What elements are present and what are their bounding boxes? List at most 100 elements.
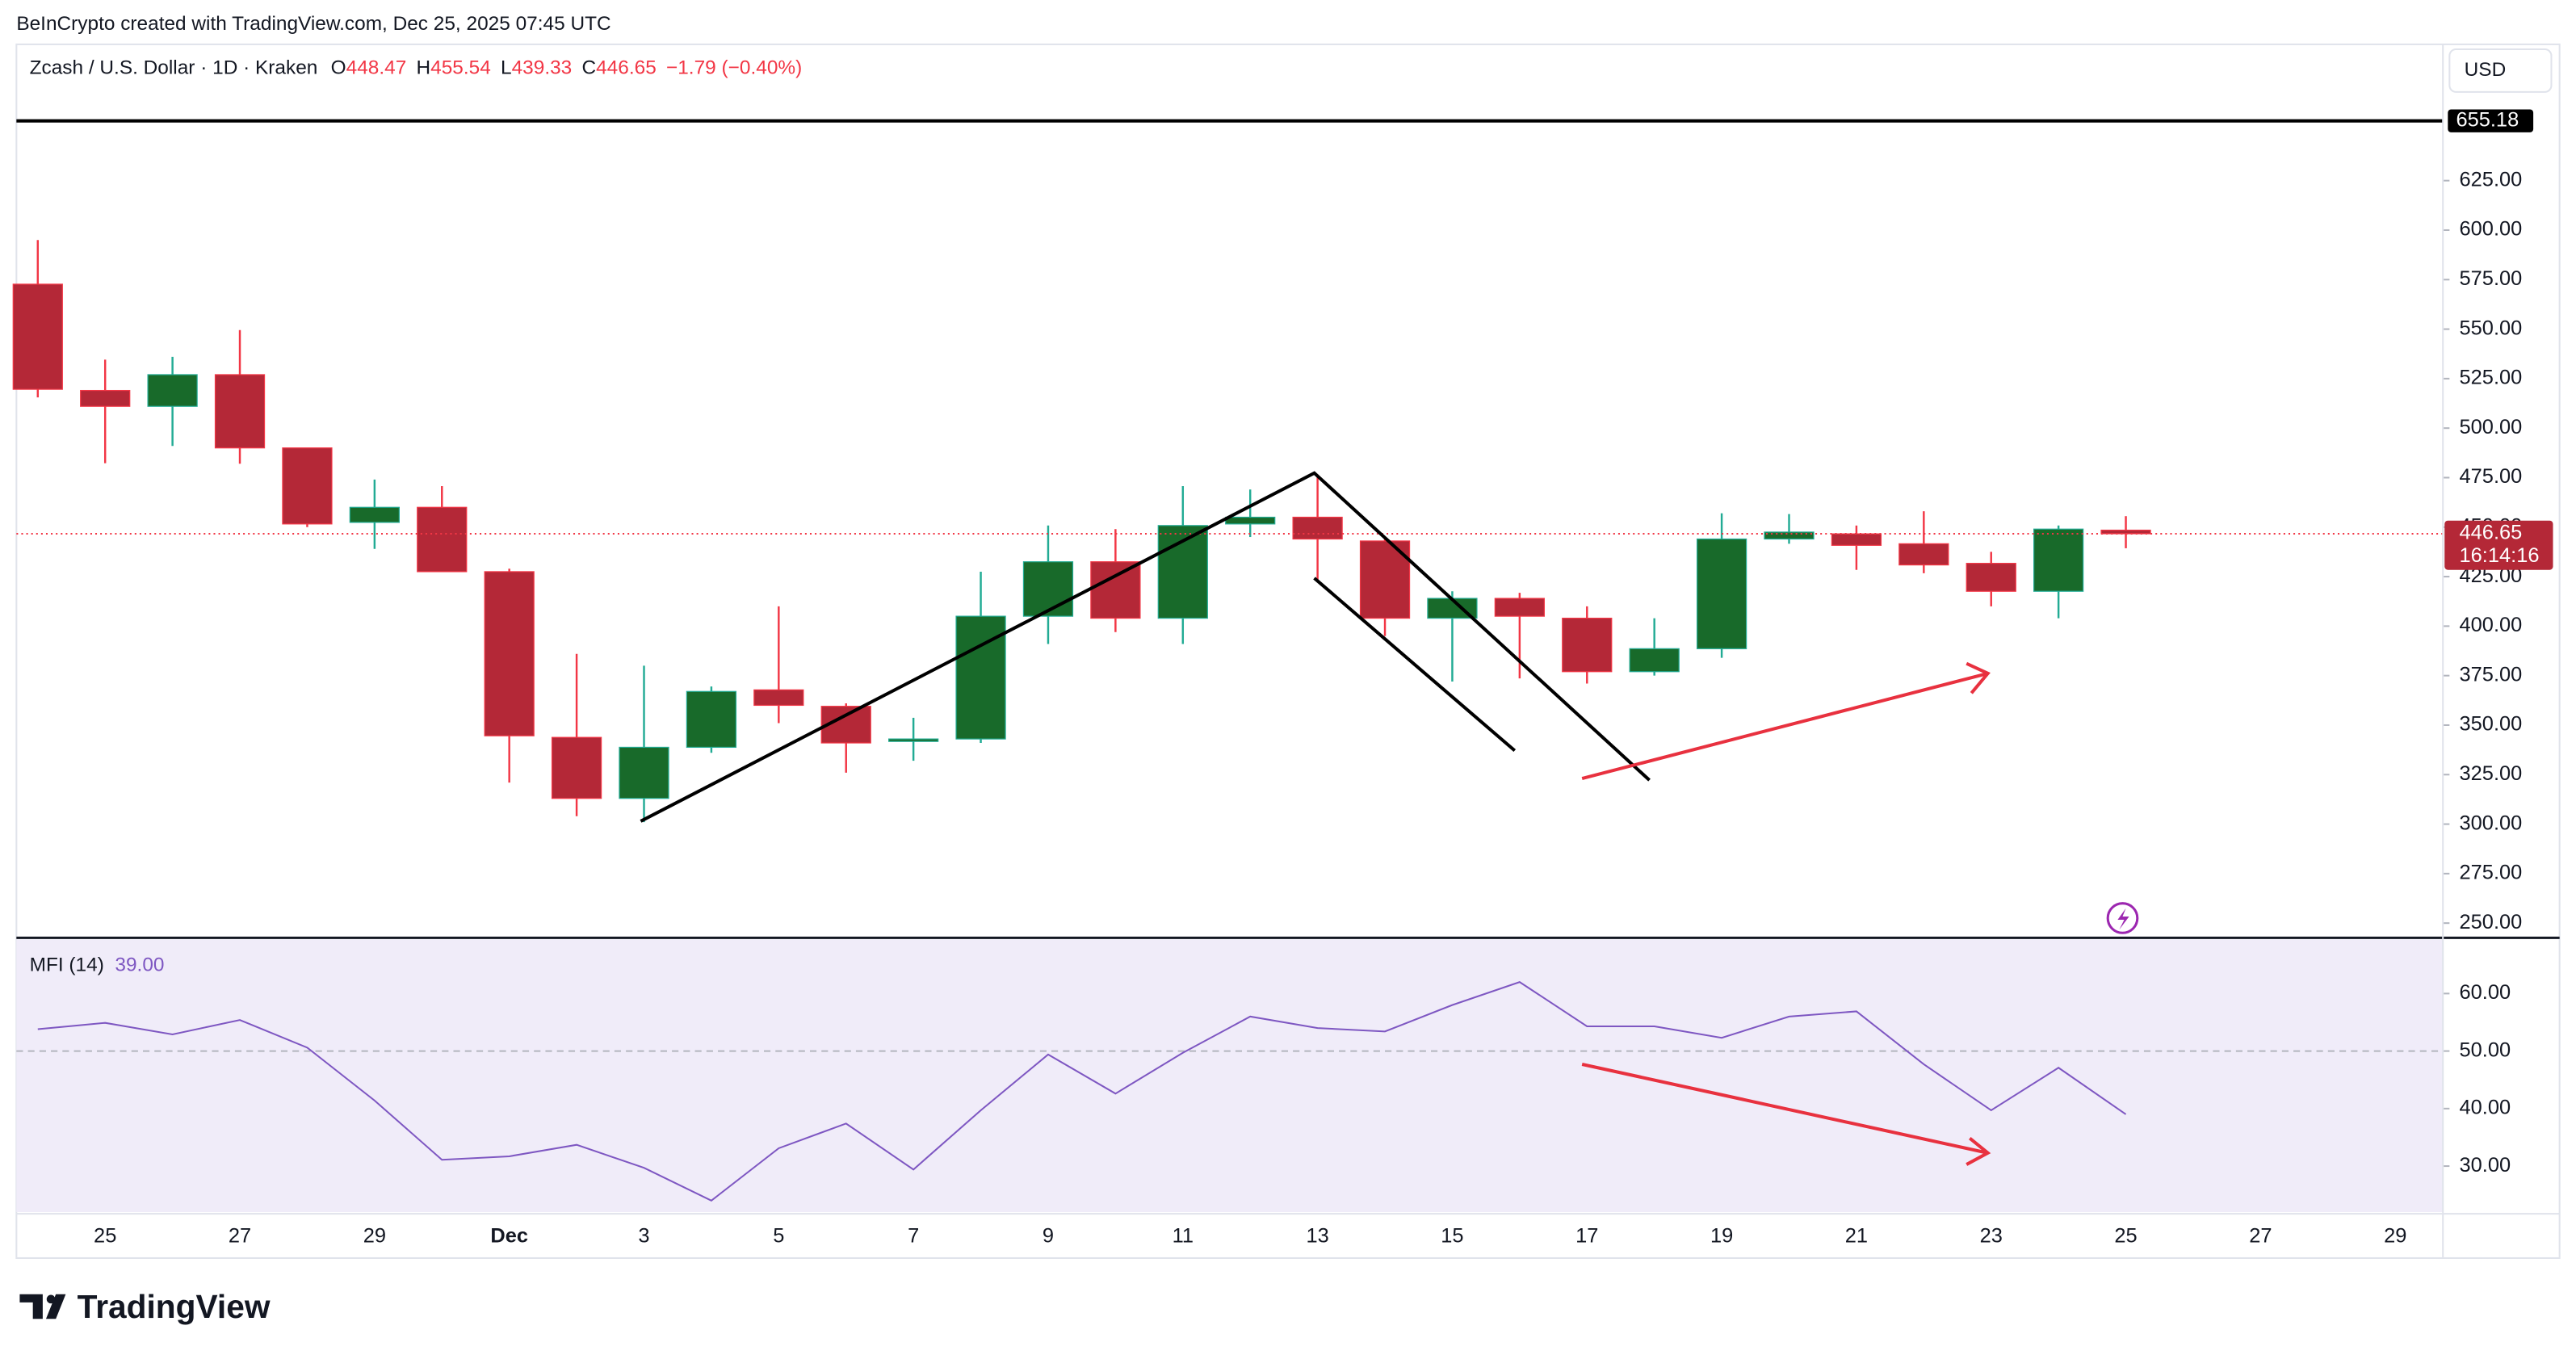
candle-body bbox=[753, 689, 804, 707]
candle-body bbox=[686, 690, 737, 749]
candle-body bbox=[2033, 528, 2084, 592]
candle-body bbox=[282, 447, 333, 525]
candle-body bbox=[1494, 598, 1545, 617]
indicator-title: MFI (14) bbox=[30, 954, 104, 975]
trend-line bbox=[640, 471, 1651, 823]
candle-body bbox=[1831, 533, 1882, 546]
candle-body bbox=[349, 506, 400, 523]
candle-body bbox=[1764, 531, 1815, 540]
ohlc-label: H bbox=[417, 57, 431, 79]
y-tick-label: 60.00 bbox=[2460, 981, 2511, 1004]
x-tick-label: 25 bbox=[2114, 1224, 2137, 1247]
y-tick-label: 375.00 bbox=[2460, 663, 2523, 686]
y-tick-label: 625.00 bbox=[2460, 168, 2523, 191]
y-tick-label: 575.00 bbox=[2460, 267, 2523, 290]
ohlc-label: O bbox=[331, 57, 346, 79]
candle-body bbox=[1898, 543, 1949, 566]
ohlc-open: 448.47 bbox=[346, 57, 407, 79]
x-tick-label: 25 bbox=[94, 1224, 116, 1247]
plot: 250.00 275.00 300.00 325.00 350.00 375.00 400.… bbox=[12, 44, 2560, 1258]
candle-body bbox=[1090, 561, 1141, 619]
x-tick-label: 3 bbox=[638, 1224, 649, 1247]
candle-body bbox=[1022, 561, 1074, 617]
y-tick-label: 275.00 bbox=[2460, 862, 2523, 884]
candle-body bbox=[619, 746, 669, 799]
y-tick-label: 525.00 bbox=[2460, 367, 2523, 389]
trend-lines bbox=[640, 471, 1651, 823]
hline-tag bbox=[2448, 109, 2534, 132]
arrow-head bbox=[1966, 1136, 1991, 1166]
x-tick-label: 5 bbox=[773, 1224, 784, 1247]
symbol: Zcash / U.S. Dollar · 1D · Kraken O448.47… bbox=[30, 57, 803, 79]
x-tick-label: 15 bbox=[1441, 1224, 1463, 1247]
price-tag-value: 446.65 bbox=[2460, 522, 2523, 544]
chart-frame bbox=[15, 43, 2561, 1260]
attribution: BeInCrypto created with TradingView.com,… bbox=[16, 13, 610, 35]
y-tick-label: 600.00 bbox=[2460, 218, 2523, 241]
ohlc-close: 446.65 bbox=[596, 57, 657, 79]
ohlc-label: L bbox=[501, 57, 512, 79]
y-tick-label: 400.00 bbox=[2460, 614, 2523, 636]
y-tick-label: 30.00 bbox=[2460, 1154, 2511, 1177]
indicator-value: 39.00 bbox=[115, 954, 164, 975]
y-tick-label: 325.00 bbox=[2460, 762, 2523, 785]
arrow bbox=[1581, 1063, 1989, 1155]
ohlc-change: −1.79 (−0.40%) bbox=[666, 57, 802, 79]
hline-label: 655.18 bbox=[2456, 108, 2519, 131]
symbol-name: Zcash / U.S. Dollar · 1D · Kraken bbox=[30, 57, 318, 79]
y-tick-label: 350.00 bbox=[2460, 713, 2523, 736]
arrows bbox=[1581, 661, 1991, 1166]
logo: TradingView bbox=[19, 1288, 271, 1325]
x-tick-label: 23 bbox=[1980, 1224, 2003, 1247]
x-tick-label: 7 bbox=[908, 1224, 919, 1247]
candle-body bbox=[1696, 538, 1747, 649]
candle-body bbox=[417, 506, 468, 573]
candle-body bbox=[80, 389, 131, 407]
candle-body bbox=[1562, 617, 1613, 673]
candle-body bbox=[214, 374, 266, 449]
trend-line bbox=[1313, 577, 1517, 753]
candle-body bbox=[551, 736, 602, 799]
mfi-line bbox=[37, 981, 2127, 1202]
price-tag bbox=[2444, 520, 2553, 570]
ohlc-high: 455.54 bbox=[430, 57, 491, 79]
candle-body bbox=[1966, 563, 2016, 592]
y-tick-label: 550.00 bbox=[2460, 317, 2523, 339]
candle-body bbox=[955, 615, 1006, 740]
x-tick-label: 29 bbox=[363, 1224, 386, 1247]
x-tick-label: 19 bbox=[1710, 1224, 1733, 1247]
currency[interactable]: USD bbox=[2465, 59, 2507, 81]
countdown: 16:14:16 bbox=[2460, 544, 2540, 567]
x-tick-label: Dec bbox=[490, 1224, 528, 1247]
x-tick-label: 17 bbox=[1575, 1224, 1598, 1247]
arrow bbox=[1581, 671, 1989, 781]
x-tick-label: 9 bbox=[1043, 1224, 1054, 1247]
indicator-background bbox=[16, 939, 2444, 1213]
y-tick-label: 300.00 bbox=[2460, 812, 2523, 834]
candle-body bbox=[1629, 648, 1680, 673]
x-tick-label: 29 bbox=[2384, 1224, 2406, 1247]
event-icon[interactable] bbox=[2106, 902, 2139, 934]
currency-button[interactable] bbox=[2448, 48, 2553, 93]
x-tick-label: 27 bbox=[229, 1224, 251, 1247]
x-tick-label: 21 bbox=[1845, 1224, 1868, 1247]
y-tick-label: 475.00 bbox=[2460, 465, 2523, 488]
candle-body bbox=[484, 571, 535, 736]
logo-dot bbox=[46, 1294, 56, 1304]
y-tick-label: 500.00 bbox=[2460, 416, 2523, 438]
x-tick-label: 27 bbox=[2249, 1224, 2272, 1247]
x-tick-label: 13 bbox=[1306, 1224, 1328, 1247]
candle-body bbox=[888, 738, 939, 742]
candle-body bbox=[147, 374, 198, 407]
candle-body bbox=[1225, 516, 1276, 525]
candle-body bbox=[12, 283, 63, 390]
ohlc-low: 439.33 bbox=[512, 57, 573, 79]
y-tick-label: 40.00 bbox=[2460, 1097, 2511, 1119]
arrow-head bbox=[1966, 661, 1991, 694]
candle-body bbox=[1292, 516, 1343, 540]
event-bolt[interactable] bbox=[2117, 908, 2129, 930]
brand: TradingView bbox=[78, 1288, 271, 1325]
y-tick-label: 250.00 bbox=[2460, 911, 2523, 933]
